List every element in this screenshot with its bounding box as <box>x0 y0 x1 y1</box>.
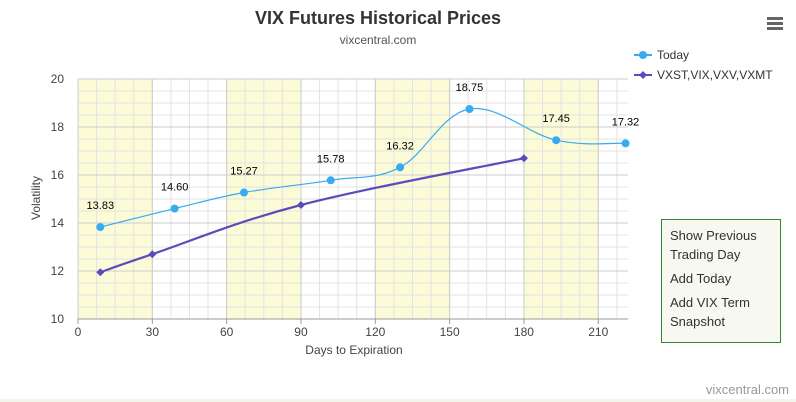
menu-item-add-today[interactable]: Add Today <box>670 271 732 286</box>
data-point <box>96 223 105 232</box>
data-label: 14.60 <box>161 182 189 194</box>
data-label: 16.32 <box>386 140 414 152</box>
y-axis-title: Volatility <box>29 176 43 220</box>
data-label: 13.83 <box>87 200 115 212</box>
data-point <box>621 139 630 148</box>
y-tick-label: 14 <box>51 216 65 230</box>
x-tick-label: 0 <box>75 325 82 339</box>
data-label: 15.27 <box>230 166 258 178</box>
data-label: 18.75 <box>456 82 484 94</box>
data-point-diamond <box>96 268 105 277</box>
legend-marker <box>639 51 647 59</box>
series-line <box>99 157 525 274</box>
x-tick-label: 90 <box>294 325 308 339</box>
data-point <box>552 136 561 145</box>
x-tick-label: 210 <box>588 325 608 339</box>
x-tick-label: 120 <box>365 325 385 339</box>
data-point-diamond <box>296 201 305 209</box>
footer-divider <box>0 399 796 402</box>
series-line <box>100 107 626 228</box>
x-axis-title: Days to Expiration <box>305 343 402 357</box>
legend-marker <box>639 71 647 79</box>
data-point <box>396 163 405 172</box>
y-tick-label: 18 <box>51 120 65 134</box>
legend-label: Today <box>657 48 689 62</box>
y-tick-label: 20 <box>51 72 65 86</box>
data-point <box>239 188 248 197</box>
data-point-diamond <box>519 154 528 163</box>
menu-item-show-previous[interactable]: Show Previous Trading Day <box>670 228 757 262</box>
chart-title: VIX Futures Historical Prices <box>255 8 501 28</box>
data-point <box>326 176 335 185</box>
x-tick-label: 150 <box>440 325 460 339</box>
y-tick-label: 10 <box>51 312 65 326</box>
x-tick-label: 30 <box>146 325 160 339</box>
data-label: 17.45 <box>542 113 570 125</box>
menu-icon[interactable] <box>764 13 786 35</box>
legend: Today VXST,VIX,VXV,VXMT <box>634 48 773 82</box>
credit-link[interactable]: vixcentral.com <box>706 382 789 397</box>
legend-label: VXST,VIX,VXV,VXMT <box>657 68 773 82</box>
series-markers <box>96 105 630 277</box>
x-tick-label: 180 <box>514 325 534 339</box>
y-tick-label: 16 <box>51 168 65 182</box>
series-lines <box>99 107 626 274</box>
data-labels: 13.83 14.60 15.27 15.78 16.32 18.75 17.45 17.32 <box>87 82 640 212</box>
data-point <box>465 105 474 113</box>
data-label: 17.32 <box>612 116 640 128</box>
data-point-diamond <box>148 250 157 259</box>
axes: 0 30 60 90 120 150 180 210 10 12 14 16 18 20 <box>51 72 628 339</box>
data-point <box>170 204 179 213</box>
x-tick-label: 60 <box>220 325 234 339</box>
export-menu: Show Previous Trading Day Add Today Add … <box>661 219 781 343</box>
data-label: 15.78 <box>317 153 345 165</box>
menu-item-add-snapshot[interactable]: Add VIX Term Snapshot <box>670 295 750 329</box>
y-tick-label: 12 <box>51 264 65 278</box>
chart-subtitle: vixcentral.com <box>340 33 417 47</box>
